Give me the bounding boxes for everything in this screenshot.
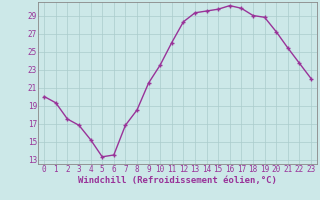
X-axis label: Windchill (Refroidissement éolien,°C): Windchill (Refroidissement éolien,°C) <box>78 176 277 185</box>
